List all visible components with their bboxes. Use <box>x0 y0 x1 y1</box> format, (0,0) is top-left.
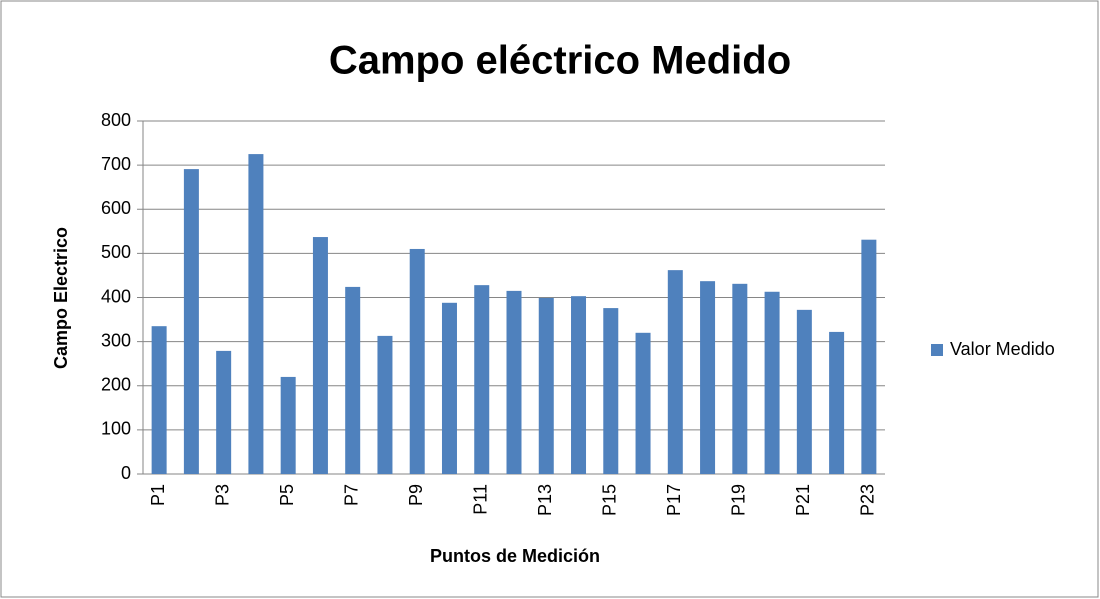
y-tick-label: 700 <box>101 154 131 174</box>
x-tick-label: P17 <box>664 484 684 516</box>
x-tick-label: P1 <box>148 484 168 506</box>
legend-swatch <box>931 344 943 356</box>
bar <box>667 270 683 474</box>
bar <box>345 286 361 474</box>
x-tick-label: P9 <box>406 484 426 506</box>
bar <box>732 283 748 474</box>
x-tick-label: P19 <box>729 484 749 516</box>
y-tick-label: 400 <box>101 286 131 306</box>
bar <box>796 309 812 474</box>
bar <box>506 290 522 474</box>
y-tick-label: 300 <box>101 330 131 350</box>
bar <box>280 376 296 474</box>
x-tick-label: P7 <box>341 484 361 506</box>
x-tick-label: P15 <box>600 484 620 516</box>
y-tick-label: 500 <box>101 242 131 262</box>
y-tick-label: 600 <box>101 198 131 218</box>
y-tick-label: 800 <box>101 110 131 130</box>
x-tick-label: P23 <box>858 484 878 516</box>
x-axis-title: Puntos de Medición <box>430 546 600 566</box>
y-tick-label: 100 <box>101 419 131 439</box>
x-tick-label: P5 <box>277 484 297 506</box>
bar <box>603 308 619 474</box>
bar <box>700 281 716 474</box>
bar <box>183 169 199 474</box>
x-tick-label: P3 <box>212 484 232 506</box>
chart-title: Campo eléctrico Medido <box>329 39 791 83</box>
bar <box>151 326 167 474</box>
bar <box>764 291 780 474</box>
bar <box>829 331 845 474</box>
bar <box>861 239 877 474</box>
bar <box>409 248 425 474</box>
bar <box>538 297 554 474</box>
bar <box>571 296 587 474</box>
bar <box>248 154 264 474</box>
x-tick-label: P13 <box>535 484 555 516</box>
x-tick-label: P21 <box>793 484 813 516</box>
y-tick-label: 0 <box>121 463 131 483</box>
bar <box>312 237 328 474</box>
bar <box>635 332 651 474</box>
bar <box>474 285 490 474</box>
bar <box>377 335 393 474</box>
legend-label: Valor Medido <box>950 339 1055 359</box>
y-axis-title: Campo Electrico <box>51 227 71 369</box>
y-tick-label: 200 <box>101 375 131 395</box>
x-tick-label: P11 <box>470 484 490 515</box>
bar <box>216 350 232 474</box>
bar <box>441 302 457 474</box>
